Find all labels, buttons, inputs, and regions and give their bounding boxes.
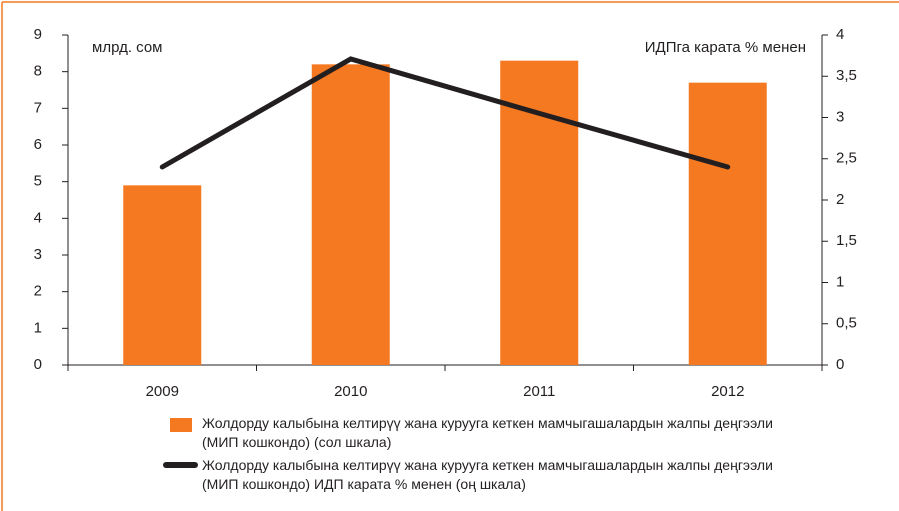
y-tick-label: 1 bbox=[34, 319, 42, 336]
x-tick-label: 2009 bbox=[146, 383, 179, 400]
legend-swatch-bar bbox=[170, 418, 192, 432]
bar bbox=[311, 64, 390, 365]
bar bbox=[688, 82, 767, 366]
y-axis-label: млрд. сом bbox=[92, 39, 162, 56]
y-tick-label: 5 bbox=[34, 173, 42, 190]
y2-axis-label: ИДПга карата % менен bbox=[645, 39, 806, 56]
y-tick-label: 2 bbox=[34, 283, 42, 300]
x-tick-label: 2011 bbox=[523, 383, 555, 400]
y-tick-label: 4 bbox=[34, 209, 42, 226]
y2-tick-label: 1 bbox=[836, 273, 844, 290]
legend-label: Жолдорду калыбына келтирүү жана курууга … bbox=[202, 457, 773, 492]
y-tick-label: 6 bbox=[34, 136, 42, 153]
y2-tick-label: 4 bbox=[836, 26, 844, 43]
y-tick-label: 7 bbox=[34, 99, 42, 116]
y-tick-label: 8 bbox=[34, 63, 42, 80]
y-tick-label: 9 bbox=[34, 26, 42, 43]
y2-tick-label: 0,5 bbox=[836, 315, 857, 332]
bar bbox=[123, 185, 202, 365]
y2-tick-label: 3,5 bbox=[836, 67, 857, 84]
y2-tick-label: 0 bbox=[836, 356, 844, 373]
x-tick-label: 2012 bbox=[711, 383, 744, 400]
y2-tick-label: 2 bbox=[836, 191, 844, 208]
y2-tick-label: 2,5 bbox=[836, 150, 857, 167]
y-tick-label: 3 bbox=[34, 246, 42, 263]
legend-swatch-line bbox=[163, 462, 198, 468]
y2-tick-label: 3 bbox=[836, 108, 844, 125]
x-tick-label: 2010 bbox=[334, 383, 367, 400]
line bbox=[159, 56, 731, 170]
y-tick-label: 0 bbox=[34, 356, 42, 373]
legend-label: Жолдорду калыбына келтирүү жана курууга … bbox=[202, 415, 773, 450]
y2-tick-label: 1,5 bbox=[836, 232, 857, 249]
